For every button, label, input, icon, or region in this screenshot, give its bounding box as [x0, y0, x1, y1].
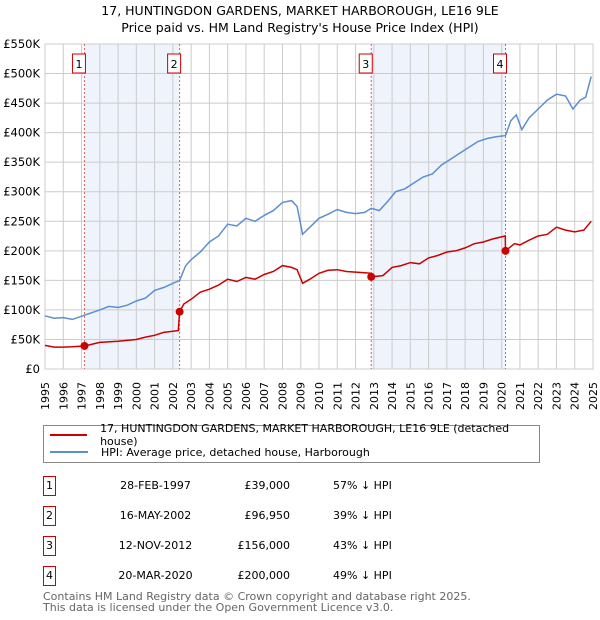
x-tick-label: 2005 — [222, 382, 235, 410]
y-tick-label: £0 — [25, 362, 40, 376]
transaction-number-badge: 2 — [43, 506, 56, 526]
transaction-hpi-diff: 43% ↓ HPI — [333, 539, 392, 552]
x-tick-label: 2023 — [550, 382, 563, 410]
sale-marker-box — [71, 53, 86, 74]
y-tick-label: £50K — [11, 332, 41, 346]
x-tick-label: 2004 — [203, 382, 216, 410]
footer-licence: This data is licensed under the Open Gov… — [43, 601, 394, 614]
y-tick-label: £250K — [3, 214, 40, 228]
x-tick-label: 1995 — [39, 382, 52, 410]
sale-marker-box — [358, 53, 373, 74]
x-tick-label: 2000 — [130, 382, 143, 410]
transaction-hpi-diff: 57% ↓ HPI — [333, 479, 392, 492]
legend-label: 17, HUNTINGDON GARDENS, MARKET HARBOROUG… — [100, 422, 510, 448]
x-tick-label: 2006 — [240, 382, 253, 410]
transaction-hpi-diff: 49% ↓ HPI — [333, 569, 392, 582]
sale-point — [501, 246, 510, 255]
sale-point — [367, 272, 376, 281]
y-tick-label: £400K — [3, 126, 40, 140]
footer: Contains HM Land Registry data © Crown c… — [43, 591, 471, 613]
x-tick-label: 2008 — [276, 382, 289, 410]
transaction-date: 12-NOV-2012 — [118, 539, 193, 552]
series-line-hpi — [44, 76, 592, 321]
transaction-number-badge: 4 — [43, 566, 56, 586]
transaction-price: £156,000 — [237, 539, 291, 552]
x-tick-label: 1996 — [57, 382, 70, 410]
transaction-price: £200,000 — [237, 569, 291, 582]
x-tick-label: 2015 — [404, 382, 417, 410]
sale-marker-label: 3 — [362, 58, 369, 71]
x-tick-label: 2021 — [514, 382, 527, 410]
shaded-period — [84, 44, 180, 369]
y-tick-label: £550K — [3, 37, 40, 51]
sale-marker-box — [493, 53, 508, 74]
transaction-number-badge: 1 — [43, 476, 56, 496]
transaction-number-badge: 3 — [43, 536, 56, 556]
x-tick-label: 2007 — [258, 382, 271, 410]
chart-subtitle: Price paid vs. HM Land Registry's House … — [121, 20, 479, 35]
transaction-hpi-diff: 39% ↓ HPI — [333, 509, 392, 522]
transaction-price: £96,950 — [244, 509, 291, 522]
x-tick-label: 2001 — [149, 382, 162, 410]
legend: 17, HUNTINGDON GARDENS, MARKET HARBOROUG… — [43, 422, 540, 463]
x-tick-label: 1999 — [112, 382, 125, 410]
sale-marker-box — [167, 53, 182, 74]
y-tick-label: £150K — [3, 273, 40, 287]
legend-label: HPI: Average price, detached house, Harb… — [101, 445, 370, 459]
sale-marker-label: 2 — [171, 58, 178, 71]
legend-swatch-hpi — [50, 451, 88, 453]
sale-point — [175, 307, 184, 316]
x-tick-label: 2016 — [423, 382, 436, 410]
x-tick-label: 2019 — [477, 382, 490, 410]
x-tick-label: 2025 — [587, 382, 600, 410]
sale-marker-label: 4 — [497, 58, 504, 71]
x-tick-label: 1997 — [76, 382, 89, 410]
legend-item-hpi: HPI: Average price, detached house, Harb… — [50, 444, 370, 460]
legend-swatch-property — [50, 434, 88, 436]
x-tick-label: 2009 — [295, 382, 308, 410]
x-tick-label: 2024 — [569, 382, 582, 410]
plot-border — [44, 43, 594, 370]
shaded-period — [371, 44, 506, 369]
transaction-row: 4 20-MAR-2020 £200,000 49% ↓ HPI — [43, 566, 563, 586]
x-tick-label: 2014 — [386, 382, 399, 410]
x-tick-label: 2003 — [185, 382, 198, 410]
y-tick-label: £450K — [3, 96, 40, 110]
transaction-row: 2 16-MAY-2002 £96,950 39% ↓ HPI — [43, 506, 563, 526]
transaction-date: 16-MAY-2002 — [119, 509, 192, 522]
x-tick-label: 1998 — [94, 382, 107, 410]
y-tick-label: £350K — [3, 155, 40, 169]
transaction-date: 20-MAR-2020 — [118, 569, 193, 582]
x-tick-label: 2013 — [368, 382, 381, 410]
x-tick-label: 2017 — [441, 382, 454, 410]
transaction-row: 1 28-FEB-1997 £39,000 57% ↓ HPI — [43, 476, 563, 496]
chart-title: 17, HUNTINGDON GARDENS, MARKET HARBOROUG… — [101, 3, 499, 18]
price-chart: 1995 1996 1997 1998 1999 2000 2001 2002 2003 2004… — [3, 37, 600, 410]
y-tick-label: £100K — [3, 303, 40, 317]
transaction-price: £39,000 — [244, 479, 291, 492]
x-tick-label: 2020 — [496, 382, 509, 410]
sale-marker-label: 1 — [75, 58, 82, 71]
footer-copyright: Contains HM Land Registry data © Crown c… — [43, 590, 471, 603]
y-tick-label: £300K — [3, 185, 40, 199]
sale-point — [80, 341, 89, 350]
x-tick-label: 2010 — [313, 382, 326, 410]
legend-item-property: 17, HUNTINGDON GARDENS, MARKET HARBOROUG… — [50, 422, 539, 448]
x-tick-label: 2002 — [167, 382, 180, 410]
y-tick-label: £200K — [3, 244, 40, 258]
x-tick-label: 2022 — [532, 382, 545, 410]
x-tick-label: 2012 — [350, 382, 363, 410]
transaction-row: 3 12-NOV-2012 £156,000 43% ↓ HPI — [43, 536, 563, 556]
y-tick-label: £500K — [3, 67, 40, 81]
transaction-date: 28-FEB-1997 — [120, 479, 191, 492]
x-tick-label: 2011 — [331, 382, 344, 410]
x-tick-label: 2018 — [459, 382, 472, 410]
